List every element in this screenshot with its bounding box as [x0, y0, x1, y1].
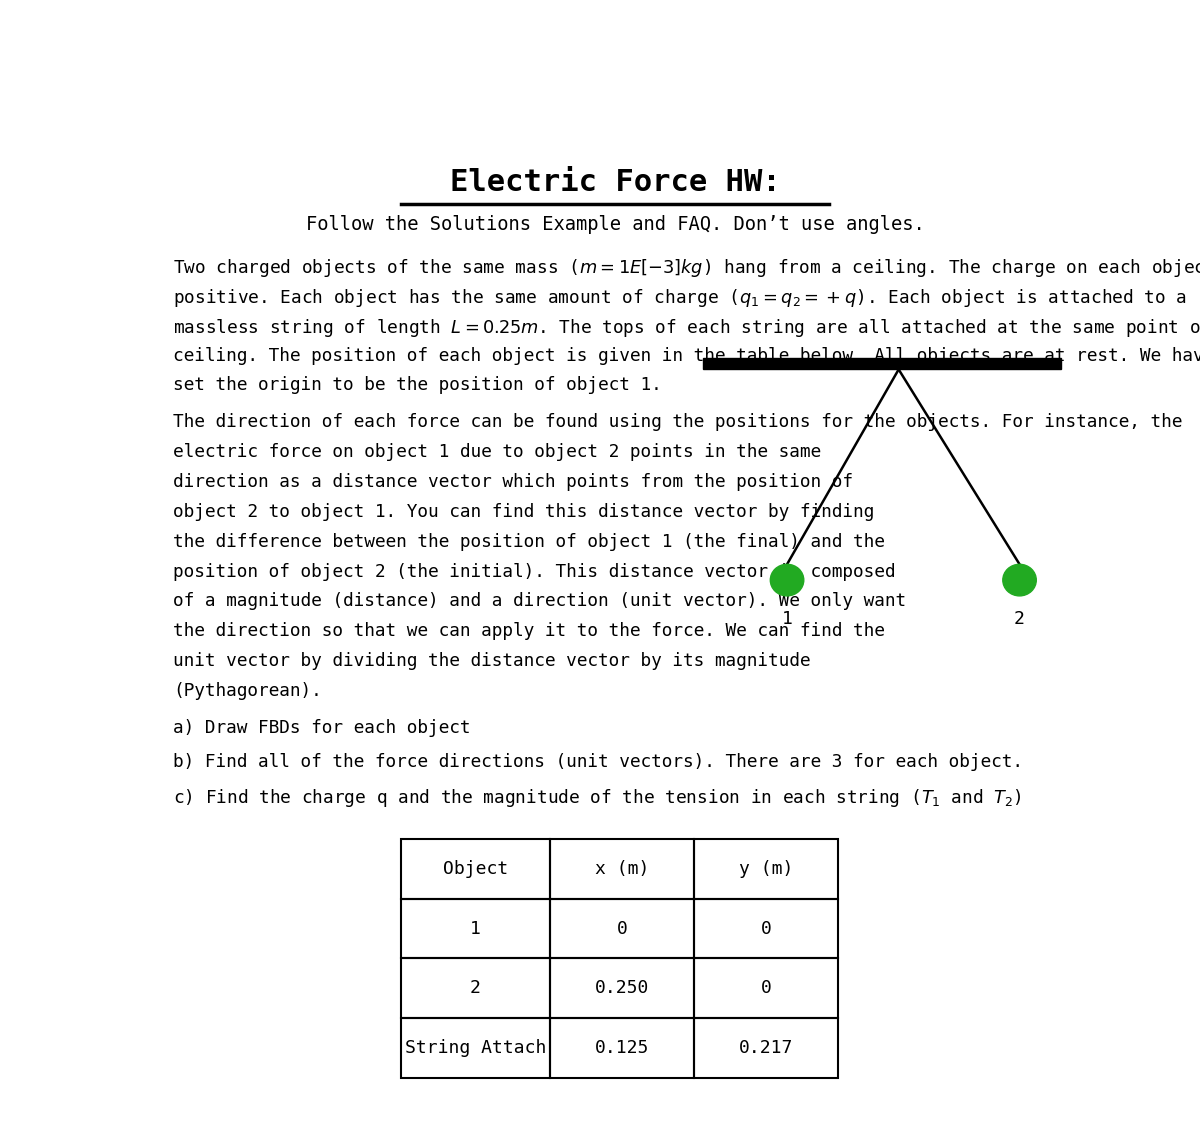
Text: direction as a distance vector which points from the position of: direction as a distance vector which poi…	[173, 473, 853, 491]
Text: Two charged objects of the same mass ($m = 1E[-3]kg$) hang from a ceiling. The c: Two charged objects of the same mass ($m…	[173, 256, 1200, 279]
Text: c) Find the charge q and the magnitude of the tension in each string ($T_1$ and : c) Find the charge q and the magnitude o…	[173, 788, 1022, 809]
Bar	[550, 1018, 694, 1077]
Circle shape	[1003, 564, 1037, 596]
Bar	[401, 1018, 550, 1077]
Text: a) Draw FBDs for each object: a) Draw FBDs for each object	[173, 719, 470, 736]
Bar	[401, 959, 550, 1018]
Bar	[550, 898, 694, 959]
Text: ceiling. The position of each object is given in the table below. All objects ar: ceiling. The position of each object is …	[173, 347, 1200, 365]
Bar	[694, 1018, 839, 1077]
Bar	[401, 898, 550, 959]
Text: The direction of each force can be found using the positions for the objects. Fo: The direction of each force can be found…	[173, 414, 1183, 431]
Text: positive. Each object has the same amount of charge ($q_1 = q_2 = +q$). Each obj: positive. Each object has the same amoun…	[173, 287, 1187, 309]
Text: Follow the Solutions Example and FAQ. Don’t use angles.: Follow the Solutions Example and FAQ. Do…	[306, 215, 924, 234]
Text: String Attach: String Attach	[404, 1039, 546, 1057]
Text: Electric Force HW:: Electric Force HW:	[450, 168, 780, 196]
Text: 2: 2	[1014, 610, 1025, 628]
Text: object 2 to object 1. You can find this distance vector by finding: object 2 to object 1. You can find this …	[173, 503, 875, 521]
Text: 0.250: 0.250	[595, 979, 649, 998]
Text: 0: 0	[761, 920, 772, 937]
Text: 1: 1	[470, 920, 481, 937]
Text: y (m): y (m)	[739, 860, 793, 878]
Text: massless string of length $L = 0.25m$. The tops of each string are all attached : massless string of length $L = 0.25m$. T…	[173, 317, 1200, 339]
Text: 0: 0	[761, 979, 772, 998]
Text: 0.217: 0.217	[739, 1039, 793, 1057]
Text: 0.125: 0.125	[595, 1039, 649, 1057]
Text: b) Find all of the force directions (unit vectors). There are 3 for each object.: b) Find all of the force directions (uni…	[173, 754, 1024, 771]
Text: 0: 0	[617, 920, 628, 937]
Bar	[550, 959, 694, 1018]
Bar	[703, 358, 1062, 369]
Bar	[694, 959, 839, 1018]
Text: the difference between the position of object 1 (the final) and the: the difference between the position of o…	[173, 532, 886, 551]
Text: set the origin to be the position of object 1.: set the origin to be the position of obj…	[173, 376, 662, 394]
Text: x (m): x (m)	[595, 860, 649, 878]
Text: Object: Object	[443, 860, 508, 878]
Text: electric force on object 1 due to object 2 points in the same: electric force on object 1 due to object…	[173, 443, 821, 462]
Text: 2: 2	[470, 979, 481, 998]
Text: 1: 1	[781, 610, 792, 628]
Text: of a magnitude (distance) and a direction (unit vector). We only want: of a magnitude (distance) and a directio…	[173, 593, 906, 610]
Bar	[694, 839, 839, 898]
Text: position of object 2 (the initial). This distance vector is composed: position of object 2 (the initial). This…	[173, 562, 895, 580]
Circle shape	[770, 564, 804, 596]
Text: unit vector by dividing the distance vector by its magnitude: unit vector by dividing the distance vec…	[173, 652, 811, 670]
Text: the direction so that we can apply it to the force. We can find the: the direction so that we can apply it to…	[173, 622, 886, 641]
Bar	[550, 839, 694, 898]
Bar	[401, 839, 550, 898]
Bar	[694, 898, 839, 959]
Text: (Pythagorean).: (Pythagorean).	[173, 682, 322, 700]
